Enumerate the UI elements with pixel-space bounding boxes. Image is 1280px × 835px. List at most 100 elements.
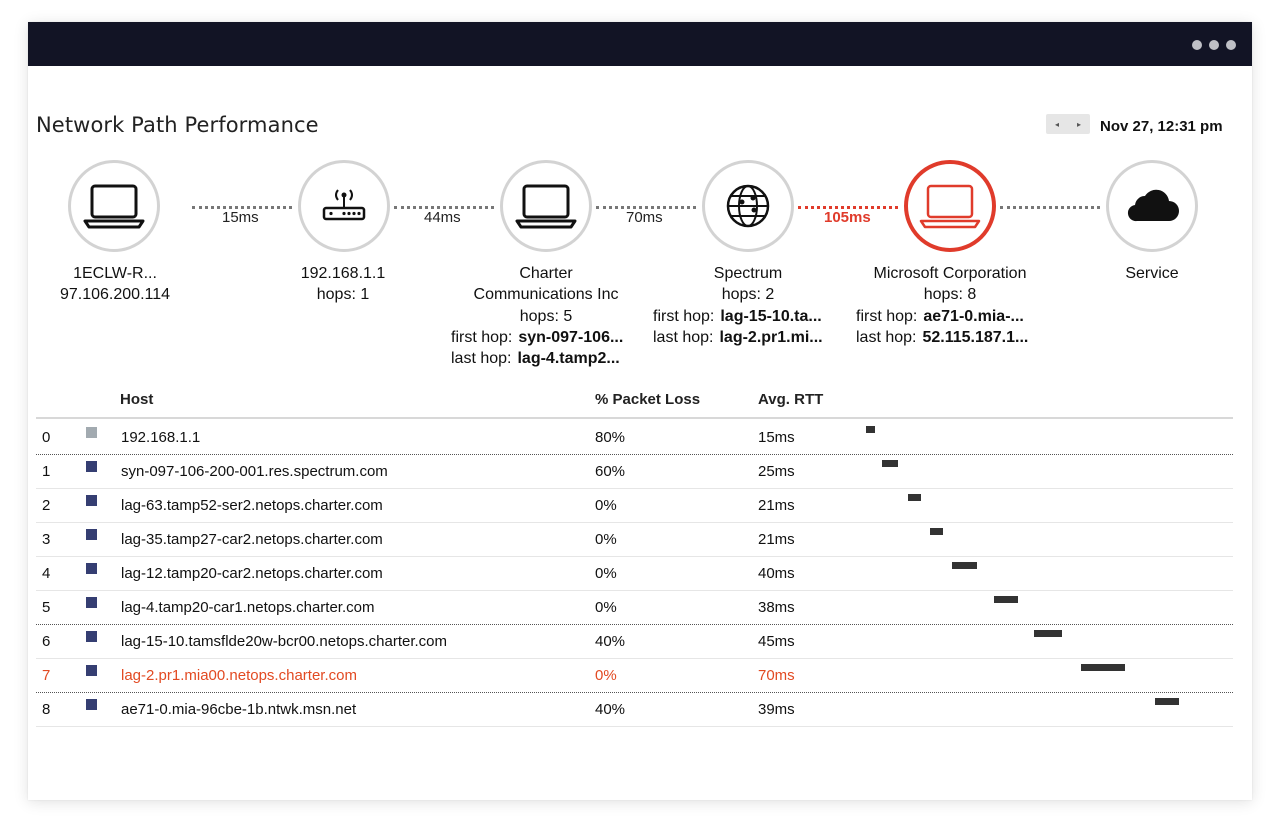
column-header-rtt[interactable]: Avg. RTT (758, 391, 824, 408)
node-name: Service (1125, 265, 1179, 282)
last-hop-value: 52.115.187.1... (922, 329, 1029, 346)
last-hop-label: last hop: (451, 350, 512, 367)
column-header-host[interactable]: Host (120, 391, 154, 408)
first-hop-label: first hop: (856, 308, 918, 325)
path-link (1000, 206, 1100, 209)
title-bar (28, 22, 1252, 66)
hop-color-marker (86, 597, 97, 608)
avg-rtt-cell: 45ms (758, 633, 795, 650)
host-cell: syn-097-106-200-001.res.spectrum.com (121, 463, 388, 480)
avg-rtt-cell: 21ms (758, 497, 795, 514)
path-node-charter[interactable] (500, 160, 592, 252)
node-name: Microsoft Corporation (873, 265, 1027, 282)
avg-rtt-cell: 25ms (758, 463, 795, 480)
page-title: Network Path Performance (36, 113, 319, 137)
host-cell: ae71-0.mia-96cbe-1b.ntwk.msn.net (121, 701, 357, 718)
packet-loss-cell: 40% (595, 701, 626, 718)
hop-color-marker (86, 495, 97, 506)
table-row[interactable]: 1 syn-097-106-200-001.res.spectrum.com 60%… (36, 454, 1233, 489)
row-index: 3 (42, 531, 51, 548)
latency-label: 44ms (424, 209, 461, 226)
first-hop-value: lag-15-10.ta... (720, 308, 822, 325)
avg-rtt-cell: 39ms (758, 701, 795, 718)
row-index: 4 (42, 565, 51, 582)
row-index: 0 (42, 429, 51, 446)
node-name-line2: Communications Inc (473, 286, 619, 303)
node-address: 97.106.200.114 (59, 286, 171, 303)
node-hops: hops: 1 (316, 286, 370, 303)
row-index: 1 (42, 463, 51, 480)
prev-arrow-icon[interactable]: ◂ (1054, 119, 1059, 129)
packet-loss-cell: 60% (595, 463, 626, 480)
node-name: 192.168.1.1 (300, 265, 386, 282)
hop-color-marker (86, 665, 97, 676)
rtt-bar (881, 460, 898, 467)
path-node-microsoft[interactable] (904, 160, 996, 252)
avg-rtt-cell: 40ms (758, 565, 795, 582)
table-row[interactable]: 8 ae71-0.mia-96cbe-1b.ntwk.msn.net 40% 39ms (36, 692, 1233, 727)
rtt-bar (1154, 698, 1180, 705)
last-hop-value: lag-2.pr1.mi... (719, 329, 823, 346)
table-row[interactable]: 5 lag-4.tamp20-car1.netops.charter.com 0% 3… (36, 590, 1233, 625)
table-row[interactable]: 4 lag-12.tamp20-car2.netops.charter.com 0%… (36, 556, 1233, 591)
table-row[interactable]: 6 lag-15-10.tamsflde20w-bcr00.netops.char… (36, 624, 1233, 659)
first-hop-label: first hop: (451, 329, 513, 346)
hop-color-marker (86, 461, 97, 472)
packet-loss-cell: 0% (595, 497, 617, 514)
more-menu-icon[interactable] (1192, 40, 1236, 50)
latency-label: 70ms (626, 209, 663, 226)
table-row[interactable]: 0 192.168.1.1 80% 15ms (36, 420, 1233, 455)
path-node-spectrum[interactable] (702, 160, 794, 252)
rtt-bar (930, 528, 944, 535)
packet-loss-cell: 0% (595, 599, 617, 616)
last-hop-value: lag-4.tamp2... (517, 350, 620, 367)
last-hop-label: last hop: (856, 329, 917, 346)
hop-color-marker (86, 427, 97, 438)
hop-color-marker (86, 563, 97, 574)
path-node-source[interactable] (68, 160, 160, 252)
avg-rtt-cell: 15ms (758, 429, 795, 446)
host-cell: lag-4.tamp20-car1.netops.charter.com (121, 599, 375, 616)
app-window: Network Path Performance ◂ ▸ Nov 27, 12:… (28, 22, 1252, 800)
path-link (192, 206, 292, 209)
last-hop: last hop: 52.115.187.1... (856, 327, 1028, 348)
table-row[interactable]: 7 lag-2.pr1.mia00.netops.charter.com 0% 70m… (36, 658, 1233, 693)
last-hop: last hop: lag-2.pr1.mi... (653, 327, 823, 348)
rtt-bar (994, 596, 1019, 603)
node-name: 1ECLW-R... (73, 265, 157, 282)
header-divider (36, 417, 1233, 419)
row-index: 8 (42, 701, 51, 718)
packet-loss-cell: 0% (595, 667, 617, 684)
path-node-service[interactable] (1106, 160, 1198, 252)
latency-label-alert: 105ms (824, 209, 871, 226)
host-cell: lag-35.tamp27-car2.netops.charter.com (121, 531, 383, 548)
node-name: Charter (519, 265, 573, 282)
packet-loss-cell: 0% (595, 565, 617, 582)
first-hop-label: first hop: (653, 308, 715, 325)
menu-dot (1192, 40, 1202, 50)
rtt-bar (952, 562, 978, 569)
row-index: 6 (42, 633, 51, 650)
time-navigator: ◂ ▸ (1046, 114, 1090, 134)
table-row[interactable]: 3 lag-35.tamp27-car2.netops.charter.com 0%… (36, 522, 1233, 557)
latency-label: 15ms (222, 209, 259, 226)
column-header-loss[interactable]: % Packet Loss (595, 391, 701, 408)
packet-loss-cell: 80% (595, 429, 626, 446)
hop-color-marker (86, 631, 97, 642)
row-index: 7 (42, 667, 51, 684)
hop-color-marker (86, 529, 97, 540)
menu-dot (1209, 40, 1219, 50)
host-cell: lag-63.tamp52-ser2.netops.charter.com (121, 497, 383, 514)
first-hop-value: ae71-0.mia-... (923, 308, 1024, 325)
first-hop-value: syn-097-106... (518, 329, 624, 346)
packet-loss-cell: 0% (595, 531, 617, 548)
rtt-bar (1034, 630, 1063, 637)
table-row[interactable]: 2 lag-63.tamp52-ser2.netops.charter.com 0%… (36, 488, 1233, 523)
last-hop: last hop: lag-4.tamp2... (451, 348, 620, 369)
rtt-bar (1081, 664, 1126, 671)
node-hops: hops: 2 (721, 286, 775, 303)
path-node-router[interactable] (298, 160, 390, 252)
next-arrow-icon[interactable]: ▸ (1076, 119, 1081, 129)
row-index: 5 (42, 599, 51, 616)
path-link-alert (798, 206, 898, 209)
